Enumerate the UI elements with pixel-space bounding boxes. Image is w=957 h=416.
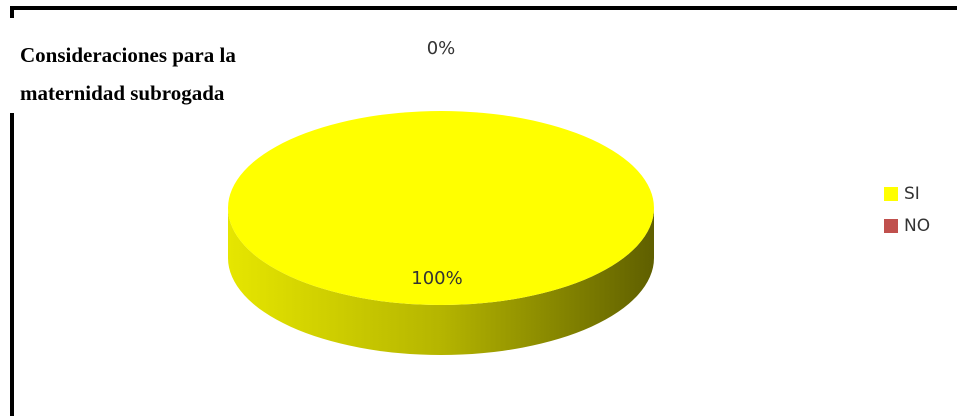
data-label-no: 0% [427,38,456,59]
legend-swatch-no [884,219,898,233]
pie-slice-si-side [228,208,654,355]
legend-item-si: SI [884,181,930,207]
frame-border-top [10,6,957,10]
frame-border-left-top [10,6,14,18]
data-label-si: 100% [411,268,462,289]
legend-label-no: NO [904,216,931,236]
chart-title: Consideraciones para la maternidad subro… [20,43,236,105]
legend-label-si: SI [904,184,920,204]
pie-slice-si [228,111,654,305]
legend-item-no: NO [884,213,930,239]
legend: SI NO [884,181,930,245]
frame-border-left [10,113,14,416]
legend-swatch-si [884,187,898,201]
